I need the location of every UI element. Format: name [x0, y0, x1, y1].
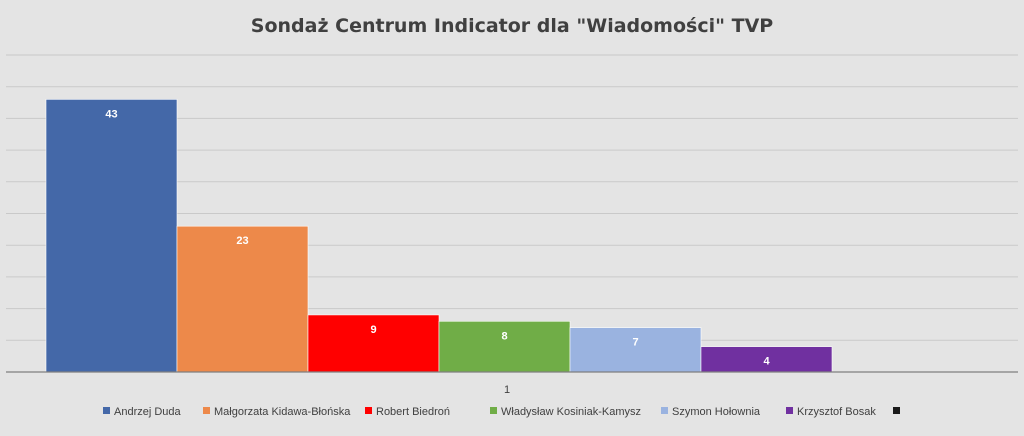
legend-swatch-2 — [203, 407, 210, 414]
data-label-2: 23 — [236, 235, 248, 247]
bar-2 — [176, 225, 309, 373]
legend-swatch-4 — [490, 407, 497, 414]
legend-swatch-6 — [786, 407, 793, 414]
bar-5 — [569, 327, 702, 373]
chart-title: Sondaż Centrum Indicator dla "Wiadomości… — [251, 15, 774, 37]
legend-swatch-1 — [103, 407, 110, 414]
bars-group: 43 23 9 8 7 4 — [45, 99, 833, 373]
legend-label-6: Krzysztof Bosak — [797, 406, 876, 418]
legend-label-3: Robert Biedroń — [376, 406, 450, 418]
legend: Andrzej Duda Małgorzata Kidawa-Błońska Rob… — [103, 406, 900, 418]
data-label-6: 4 — [763, 356, 770, 368]
data-label-4: 8 — [501, 330, 507, 342]
legend-label-2: Małgorzata Kidawa-Błońska — [214, 406, 351, 418]
bar-6 — [700, 346, 833, 373]
data-label-5: 7 — [632, 337, 638, 349]
legend-swatch-7 — [893, 407, 900, 414]
bar-1 — [45, 99, 178, 373]
legend-label-4: Władysław Kosiniak-Kamysz — [501, 406, 641, 418]
data-label-1: 43 — [105, 108, 117, 120]
x-tick-label: 1 — [504, 384, 510, 396]
legend-label-1: Andrzej Duda — [114, 406, 182, 418]
legend-swatch-5 — [661, 407, 668, 414]
legend-swatch-3 — [365, 407, 372, 414]
bar-3 — [307, 314, 440, 373]
bar-4 — [438, 320, 571, 373]
data-label-3: 9 — [370, 324, 376, 336]
legend-label-5: Szymon Hołownia — [672, 406, 761, 418]
